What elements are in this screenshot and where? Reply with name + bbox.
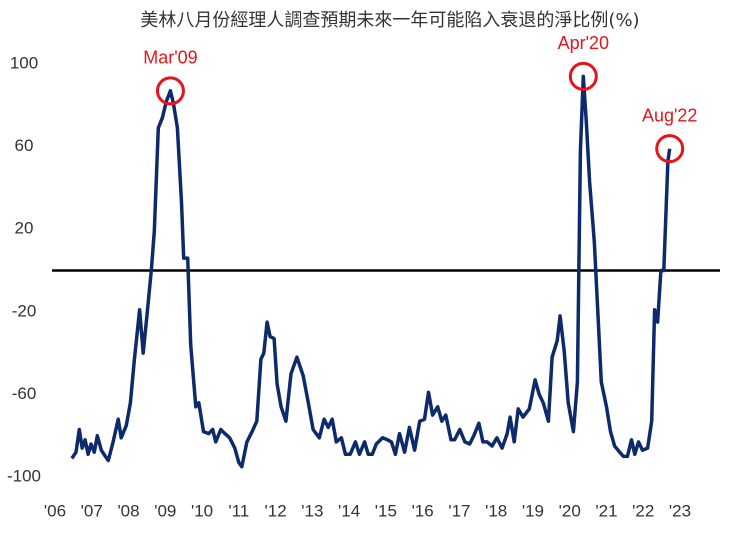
x-tick-label: '19 (522, 501, 544, 520)
annotation-circle (568, 61, 598, 91)
x-tick-label: '10 (191, 501, 213, 520)
x-tick-label: '22 (632, 501, 654, 520)
x-tick-label: '20 (559, 501, 581, 520)
data-line (70, 74, 672, 469)
x-tick-label: '07 (81, 501, 103, 520)
x-tick-label: '13 (301, 501, 323, 520)
chart-title: 美林八月份經理人調查預期未來一年可能陷入衰退的淨比例(%) (140, 10, 639, 31)
x-tick-label: '08 (117, 501, 139, 520)
y-tick-label: -100 (7, 466, 41, 485)
x-tick-label: '21 (595, 501, 617, 520)
x-tick-label: '12 (265, 501, 287, 520)
x-tick-label: '23 (669, 501, 691, 520)
x-tick-label: '16 (412, 501, 434, 520)
annotation-label: Aug'22 (642, 105, 698, 125)
x-tick-label: '15 (375, 501, 397, 520)
y-tick-label: 100 (10, 53, 38, 72)
x-tick-label: '06 (44, 501, 66, 520)
y-tick-label: 20 (15, 219, 34, 238)
annotation-label: Apr'20 (558, 33, 609, 53)
y-tick-label: -60 (12, 384, 37, 403)
x-tick-label: '17 (448, 501, 470, 520)
x-tick-label: '14 (338, 501, 360, 520)
annotation-label: Mar'09 (143, 48, 197, 68)
x-tick-label: '18 (485, 501, 507, 520)
annotation-circle (155, 76, 185, 106)
annotation-circle (655, 134, 685, 164)
x-tick-label: '11 (228, 501, 249, 520)
y-tick-label: 60 (15, 136, 34, 155)
y-tick-label: -20 (12, 301, 37, 320)
x-tick-label: '09 (154, 501, 176, 520)
